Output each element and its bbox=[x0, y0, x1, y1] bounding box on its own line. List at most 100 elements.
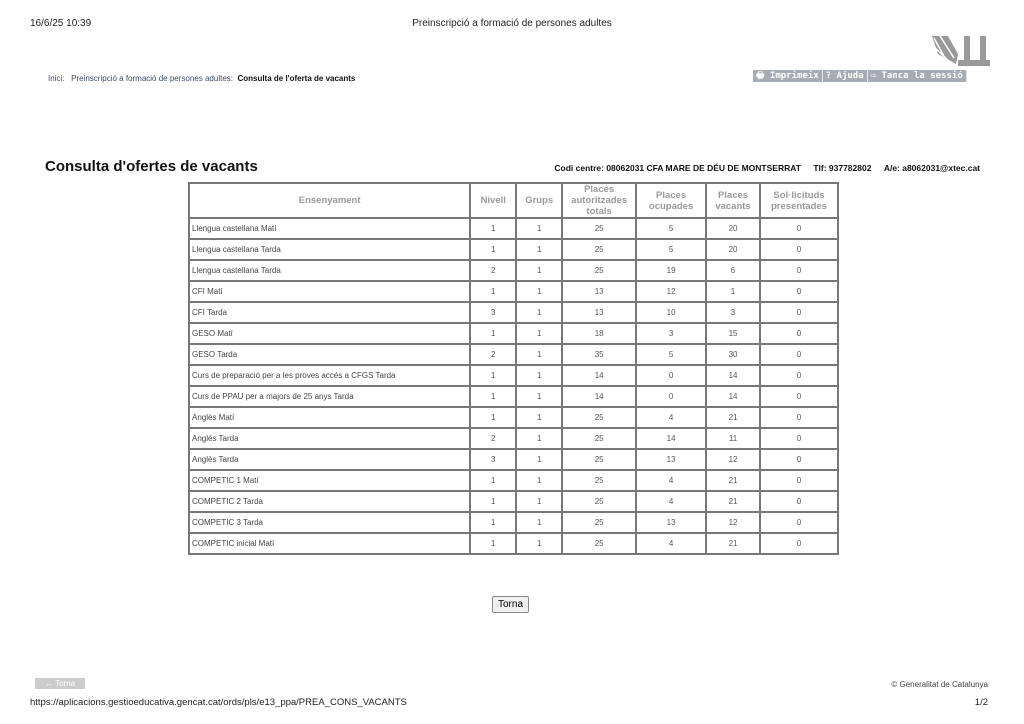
column-header: Ensenyament bbox=[187, 182, 472, 219]
table-row: Anglès Tarda 2 1 25 14 11 0 bbox=[187, 427, 839, 450]
table-cell: 6 bbox=[705, 259, 761, 282]
table-cell: 5 bbox=[635, 217, 708, 240]
table-cell: 25 bbox=[561, 490, 638, 513]
table-cell: 0 bbox=[759, 280, 839, 303]
table-cell: 1 bbox=[515, 511, 564, 534]
table-cell: 35 bbox=[561, 343, 638, 366]
table-cell: 2 bbox=[469, 343, 518, 366]
table-cell: 0 bbox=[635, 385, 708, 408]
table-cell: Llengua castellana Tarda bbox=[187, 259, 472, 282]
table-cell: 1 bbox=[515, 427, 564, 450]
table-cell: 14 bbox=[561, 364, 638, 387]
table-cell: 10 bbox=[635, 301, 708, 324]
generalitat-logo-icon bbox=[928, 34, 990, 68]
table-cell: 1 bbox=[515, 259, 564, 282]
table-row: GESO Tarda 2 1 35 5 30 0 bbox=[187, 343, 839, 366]
column-header: Sol·licituds presentades bbox=[759, 182, 839, 219]
print-button[interactable]: 🖶 Imprimeix bbox=[753, 70, 823, 82]
table-cell: 3 bbox=[469, 448, 518, 471]
table-cell: 4 bbox=[635, 469, 708, 492]
table-cell: 18 bbox=[561, 322, 638, 345]
table-row: CFI Matí 1 1 13 12 1 0 bbox=[187, 280, 839, 303]
table-cell: 4 bbox=[635, 406, 708, 429]
help-button[interactable]: ? Ajuda bbox=[823, 70, 868, 82]
table-cell: 4 bbox=[635, 532, 708, 555]
vacancies-table: Ensenyament Nivell Grups Places autoritzade… bbox=[187, 182, 839, 555]
table-cell: 1 bbox=[705, 280, 761, 303]
table-cell: 5 bbox=[635, 343, 708, 366]
table-cell: CFI Matí bbox=[187, 280, 472, 303]
table-cell: GESO Matí bbox=[187, 322, 472, 345]
table-cell: Llengua castellana Matí bbox=[187, 217, 472, 240]
table-cell: 12 bbox=[705, 448, 761, 471]
table-cell: 0 bbox=[759, 427, 839, 450]
logout-button[interactable]: ⇨ Tanca la sessió bbox=[868, 70, 967, 82]
table-cell: 12 bbox=[635, 280, 708, 303]
table-cell: 0 bbox=[759, 385, 839, 408]
table-cell: 13 bbox=[561, 301, 638, 324]
table-cell: 2 bbox=[469, 427, 518, 450]
table-row: Llengua castellana Matí 1 1 25 5 20 0 bbox=[187, 217, 839, 240]
table-cell: 21 bbox=[705, 490, 761, 513]
centre-phone: Tlf: 937782802 bbox=[813, 163, 872, 173]
table-cell: COMPETIC inicial Matí bbox=[187, 532, 472, 555]
table-cell: 21 bbox=[705, 532, 761, 555]
table-cell: 1 bbox=[515, 406, 564, 429]
table-cell: CFI Tarda bbox=[187, 301, 472, 324]
column-header: Places autoritzades totals bbox=[561, 182, 638, 219]
table-cell: 19 bbox=[635, 259, 708, 282]
table-cell: 25 bbox=[561, 469, 638, 492]
table-cell: 25 bbox=[561, 427, 638, 450]
breadcrumb-section[interactable]: Preinscripció a formació de persones adu… bbox=[71, 74, 233, 83]
table-row: Curs de PPAU per a majors de 25 anys Tar… bbox=[187, 385, 839, 408]
table-cell: 0 bbox=[635, 364, 708, 387]
table-cell: 1 bbox=[469, 364, 518, 387]
table-cell: 1 bbox=[469, 490, 518, 513]
table-cell: 25 bbox=[561, 406, 638, 429]
table-cell: 3 bbox=[705, 301, 761, 324]
table-cell: 13 bbox=[635, 511, 708, 534]
table-cell: 0 bbox=[759, 217, 839, 240]
table-cell: 13 bbox=[635, 448, 708, 471]
table-cell: 25 bbox=[561, 511, 638, 534]
table-cell: 5 bbox=[635, 238, 708, 261]
breadcrumb-home[interactable]: Inici: bbox=[48, 74, 65, 83]
table-cell: 1 bbox=[515, 364, 564, 387]
centre-info: Codi centre: 08062031 CFA MARE DE DÉU DE… bbox=[544, 163, 980, 173]
table-cell: COMPETIC 2 Tarda bbox=[187, 490, 472, 513]
table-cell: 0 bbox=[759, 490, 839, 513]
table-cell: 25 bbox=[561, 259, 638, 282]
footer-back-button[interactable]: ← Torna bbox=[35, 678, 86, 689]
table-cell: 0 bbox=[759, 301, 839, 324]
centre-code: Codi centre: 08062031 CFA MARE DE DÉU DE… bbox=[554, 163, 801, 173]
table-cell: 0 bbox=[759, 511, 839, 534]
table-row: Llengua castellana Tarda 2 1 25 19 6 0 bbox=[187, 259, 839, 282]
table-cell: 14 bbox=[561, 385, 638, 408]
table-cell: 25 bbox=[561, 448, 638, 471]
table-cell: 1 bbox=[469, 469, 518, 492]
column-header: Places vacants bbox=[705, 182, 761, 219]
table-cell: 14 bbox=[705, 385, 761, 408]
table-cell: 20 bbox=[705, 217, 761, 240]
column-header: Nivell bbox=[469, 182, 518, 219]
table-cell: 1 bbox=[515, 322, 564, 345]
copyright: © Generalitat de Catalunya bbox=[891, 680, 988, 689]
table-cell: 1 bbox=[515, 532, 564, 555]
page-title: Consulta d'ofertes de vacants bbox=[45, 158, 258, 175]
print-datetime: 16/6/25 10:39 bbox=[30, 18, 92, 29]
back-button[interactable]: Torna bbox=[492, 596, 530, 613]
table-cell: 0 bbox=[759, 532, 839, 555]
table-cell: 25 bbox=[561, 238, 638, 261]
table-row: Anglès Matí 1 1 25 4 21 0 bbox=[187, 406, 839, 429]
table-cell: Anglès Matí bbox=[187, 406, 472, 429]
table-cell: 3 bbox=[469, 301, 518, 324]
table-row: Curs de preparació per a les proves accé… bbox=[187, 364, 839, 387]
table-cell: 21 bbox=[705, 406, 761, 429]
table-cell: 12 bbox=[705, 511, 761, 534]
table-row: COMPETIC 3 Tarda 1 1 25 13 12 0 bbox=[187, 511, 839, 534]
print-title: Preinscripció a formació de persones adu… bbox=[412, 18, 612, 29]
table-cell: 1 bbox=[515, 280, 564, 303]
table-cell: 1 bbox=[515, 343, 564, 366]
table-row: Anglès Tarda 3 1 25 13 12 0 bbox=[187, 448, 839, 471]
breadcrumb-current: Consulta de l'oferta de vacants bbox=[237, 74, 356, 83]
